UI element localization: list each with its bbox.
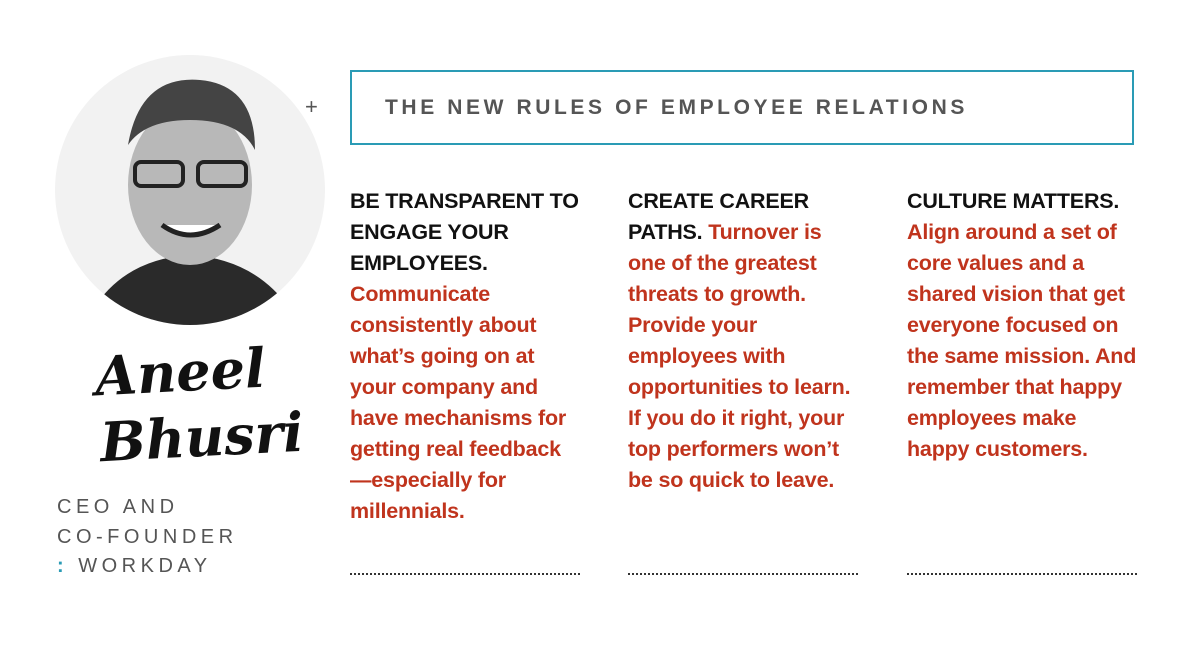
column-body: Turnover is one of the greatest threats … [628, 220, 851, 492]
dotted-rule [907, 573, 1137, 575]
company-mark: : [57, 555, 69, 577]
name-line: Bhusri [98, 399, 306, 475]
column: CULTURE MATTERS. Align around a set of c… [907, 186, 1139, 465]
column: BE TRANSPARENT TO ENGAGE YOUR EMPLOYEES.… [350, 186, 582, 527]
column-heading: BE TRANSPARENT TO ENGAGE YOUR EMPLOYEES. [350, 189, 579, 275]
dotted-rule [350, 573, 580, 575]
column-body: Align around a set of core values and a … [907, 220, 1137, 461]
dotted-rule [628, 573, 858, 575]
header-box [350, 70, 1134, 145]
role-line: CEO AND [57, 496, 179, 518]
company-line: : WORKDAY [57, 555, 212, 578]
name-line: Aneel [93, 335, 267, 409]
plus-icon: + [305, 94, 318, 119]
company: WORKDAY [78, 555, 212, 577]
column: CREATE CAREER PATHS. Turnover is one of … [628, 186, 860, 496]
column-body: Communicate consistently about what’s go… [350, 282, 567, 523]
portrait [55, 55, 325, 325]
header-title: THE NEW RULES OF EMPLOYEE RELATIONS [385, 96, 968, 119]
column-heading: CULTURE MATTERS. [907, 189, 1120, 213]
role-line: CO-FOUNDER [57, 526, 238, 548]
column-heading: CREATE CAREER PATHS. [628, 189, 809, 244]
